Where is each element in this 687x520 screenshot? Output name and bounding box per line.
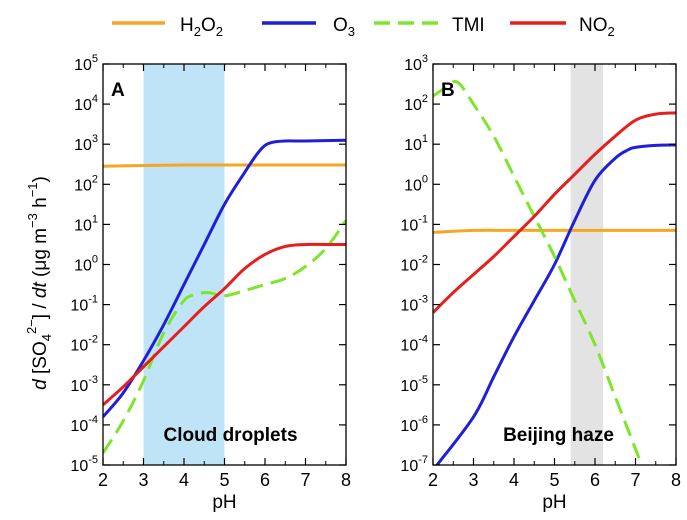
x-tick-label-a: 3	[138, 470, 148, 490]
y-tick-label-b: 10-2	[400, 254, 428, 275]
x-tick-label-a: 8	[341, 470, 351, 490]
x-tick-label-a: 7	[300, 470, 310, 490]
panel-annotation-a: Cloud droplets	[163, 425, 297, 446]
y-tick-label-a: 10-5	[70, 454, 98, 475]
x-axis-label-b: pH	[542, 492, 566, 513]
shaded-band-b	[570, 64, 604, 465]
y-axis-label: d [SO42−] / dt (μg m−3 h−1)	[24, 176, 54, 390]
y-tick-label-a: 101	[74, 213, 98, 234]
y-tick-label-b: 10-5	[400, 374, 428, 395]
series-line-no2-b	[433, 111, 676, 314]
x-tick-label-b: 2	[428, 470, 438, 490]
y-tick-label-b: 10-4	[400, 334, 428, 355]
series-line-no2-a	[103, 242, 346, 406]
y-tick-label-a: 100	[74, 254, 98, 275]
x-tick-label-b: 4	[509, 470, 519, 490]
series-line-o3-b	[435, 143, 676, 465]
panel-letter-a: A	[111, 80, 125, 101]
x-tick-label-b: 6	[590, 470, 600, 490]
y-tick-label-a: 104	[74, 93, 98, 114]
y-tick-label-b: 103	[404, 53, 428, 74]
x-tick-label-a: 4	[179, 470, 189, 490]
x-tick-label-b: 5	[549, 470, 559, 490]
panel-annotation-b: Beijing haze	[503, 425, 614, 446]
panel-letter-b: B	[441, 80, 455, 101]
legend: H2O2 O3 TMI NO2	[112, 15, 615, 39]
legend-label-tmi: TMI	[452, 15, 485, 36]
x-axis-label-a: pH	[212, 492, 236, 513]
series-line-h2o2-b	[433, 228, 676, 234]
legend-label-h2o2: H2O2	[180, 15, 223, 39]
series-line-tmi-b	[433, 79, 643, 465]
panel-b: 2 3 4 5 6 7 8 pH 10-7 10-6 10-5 10-4 10-3 10-2 10-1 100…	[400, 53, 681, 513]
y-tick-label-a: 10-1	[70, 294, 98, 315]
y-tick-label-a: 10-4	[70, 414, 98, 435]
legend-item-h2o2: H2O2	[112, 15, 223, 39]
y-tick-label-a: 105	[74, 53, 98, 74]
legend-item-no2: NO2	[510, 15, 615, 39]
x-tick-label-b: 8	[671, 470, 681, 490]
y-tick-label-a: 10-2	[70, 334, 98, 355]
y-tick-label-b: 10-3	[400, 294, 428, 315]
y-tick-label-b: 100	[404, 173, 428, 194]
legend-label-no2: NO2	[579, 15, 615, 39]
panel-a: 2 3 4 5 6 7 8 pH 10-5 10-4 10-3 10-2 10-1 100 101 102 10…	[70, 53, 351, 513]
y-tick-label-b: 101	[404, 133, 428, 154]
y-tick-label-a: 103	[74, 133, 98, 154]
x-tick-label-a: 6	[260, 470, 270, 490]
y-tick-label-b: 10-7	[400, 454, 428, 475]
series-line-o3-a	[103, 138, 346, 418]
shaded-band-a	[143, 64, 225, 465]
y-tick-label-a: 102	[74, 173, 98, 194]
y-tick-label-b: 10-6	[400, 414, 428, 435]
legend-item-o3: O3	[262, 15, 355, 39]
x-tick-label-b: 7	[630, 470, 640, 490]
legend-label-o3: O3	[333, 15, 355, 39]
y-tick-label-a: 10-3	[70, 374, 98, 395]
x-tick-label-b: 3	[468, 470, 478, 490]
x-tick-label-a: 2	[98, 470, 108, 490]
legend-item-tmi: TMI	[374, 15, 485, 36]
x-tick-label-a: 5	[219, 470, 229, 490]
y-tick-label-b: 10-1	[400, 213, 428, 234]
y-tick-label-b: 102	[404, 93, 428, 114]
series-line-h2o2-a	[103, 163, 346, 168]
